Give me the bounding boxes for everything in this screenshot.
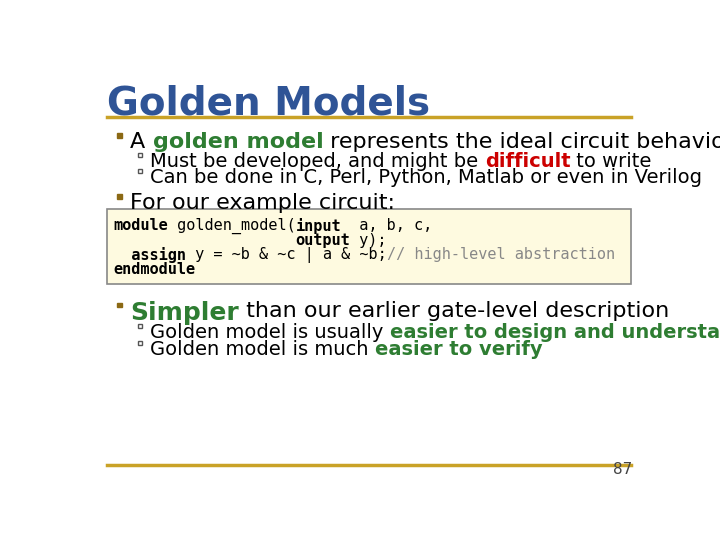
Text: y = ~b & ~c | a & ~b;: y = ~b & ~c | a & ~b; (186, 247, 387, 264)
FancyBboxPatch shape (138, 324, 143, 328)
Text: golden_model(: golden_model( (168, 218, 296, 234)
Text: to write: to write (570, 152, 652, 171)
Text: assign: assign (113, 247, 186, 264)
Text: 87: 87 (613, 462, 632, 477)
FancyBboxPatch shape (117, 303, 122, 307)
FancyBboxPatch shape (117, 133, 122, 138)
Text: Simpler: Simpler (130, 301, 239, 325)
Text: module: module (113, 218, 168, 233)
Text: represents the ideal circuit behaviour: represents the ideal circuit behaviour (323, 132, 720, 152)
Text: Golden Models: Golden Models (107, 84, 430, 122)
Text: easier to verify: easier to verify (375, 340, 543, 359)
FancyBboxPatch shape (107, 209, 631, 284)
Text: golden model: golden model (153, 132, 323, 152)
Text: difficult: difficult (485, 152, 570, 171)
Text: input: input (296, 218, 341, 234)
Text: Can be done in C, Perl, Python, Matlab or even in Verilog: Can be done in C, Perl, Python, Matlab o… (150, 168, 703, 187)
FancyBboxPatch shape (138, 169, 143, 173)
Text: easier to design and understand: easier to design and understand (390, 323, 720, 342)
Text: a, b, c,: a, b, c, (341, 218, 433, 233)
Text: endmodule: endmodule (113, 262, 195, 277)
FancyBboxPatch shape (138, 341, 143, 345)
FancyBboxPatch shape (138, 153, 143, 157)
Text: Must be developed, and might be: Must be developed, and might be (150, 152, 485, 171)
Text: than our earlier gate-level description: than our earlier gate-level description (239, 301, 670, 321)
Text: output: output (296, 233, 351, 248)
Text: For our example circuit:: For our example circuit: (130, 193, 395, 213)
Text: A: A (130, 132, 153, 152)
Text: Golden model is much: Golden model is much (150, 340, 375, 359)
Text: // high-level abstraction: // high-level abstraction (387, 247, 615, 262)
Text: y);: y); (351, 233, 387, 248)
FancyBboxPatch shape (117, 194, 122, 199)
Text: Golden model is usually: Golden model is usually (150, 323, 390, 342)
